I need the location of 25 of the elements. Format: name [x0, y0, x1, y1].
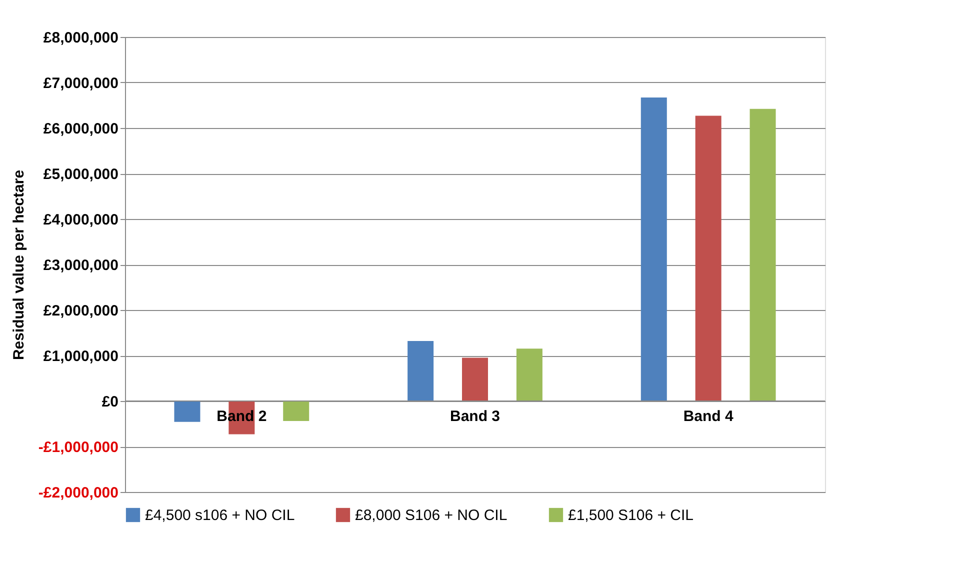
bar — [174, 401, 200, 422]
y-tick-label: £1,000,000 — [43, 348, 118, 365]
y-tick-label: £7,000,000 — [43, 75, 118, 92]
x-tick-label: Band 3 — [450, 408, 500, 425]
bar — [750, 108, 776, 401]
bar — [640, 98, 667, 401]
x-tick-label: Band 4 — [683, 408, 734, 425]
legend-label: £8,000 S106 + NO CIL — [355, 507, 508, 524]
y-tick-label: -£2,000,000 — [38, 484, 118, 502]
y-tick-label: £8,000,000 — [43, 30, 118, 46]
y-tick-label: £2,000,000 — [43, 302, 118, 320]
bar — [408, 340, 434, 401]
y-tick-label: £4,000,000 — [43, 212, 118, 228]
y-axis-title: Residual value per hectare — [10, 170, 28, 360]
legend-label: £1,500 S106 + CIL — [568, 507, 694, 524]
bar — [462, 358, 488, 401]
y-tick-label: £5,000,000 — [43, 166, 118, 183]
bar — [283, 401, 310, 422]
y-tick-label: £0 — [102, 394, 118, 410]
legend-label: £4,500 s106 + NO CIL — [145, 507, 295, 524]
y-tick-label: £3,000,000 — [43, 257, 118, 274]
bar — [516, 348, 542, 401]
y-tick-label: £6,000,000 — [43, 120, 118, 138]
bar — [695, 116, 722, 401]
y-tick-label: -£1,000,000 — [38, 439, 118, 456]
